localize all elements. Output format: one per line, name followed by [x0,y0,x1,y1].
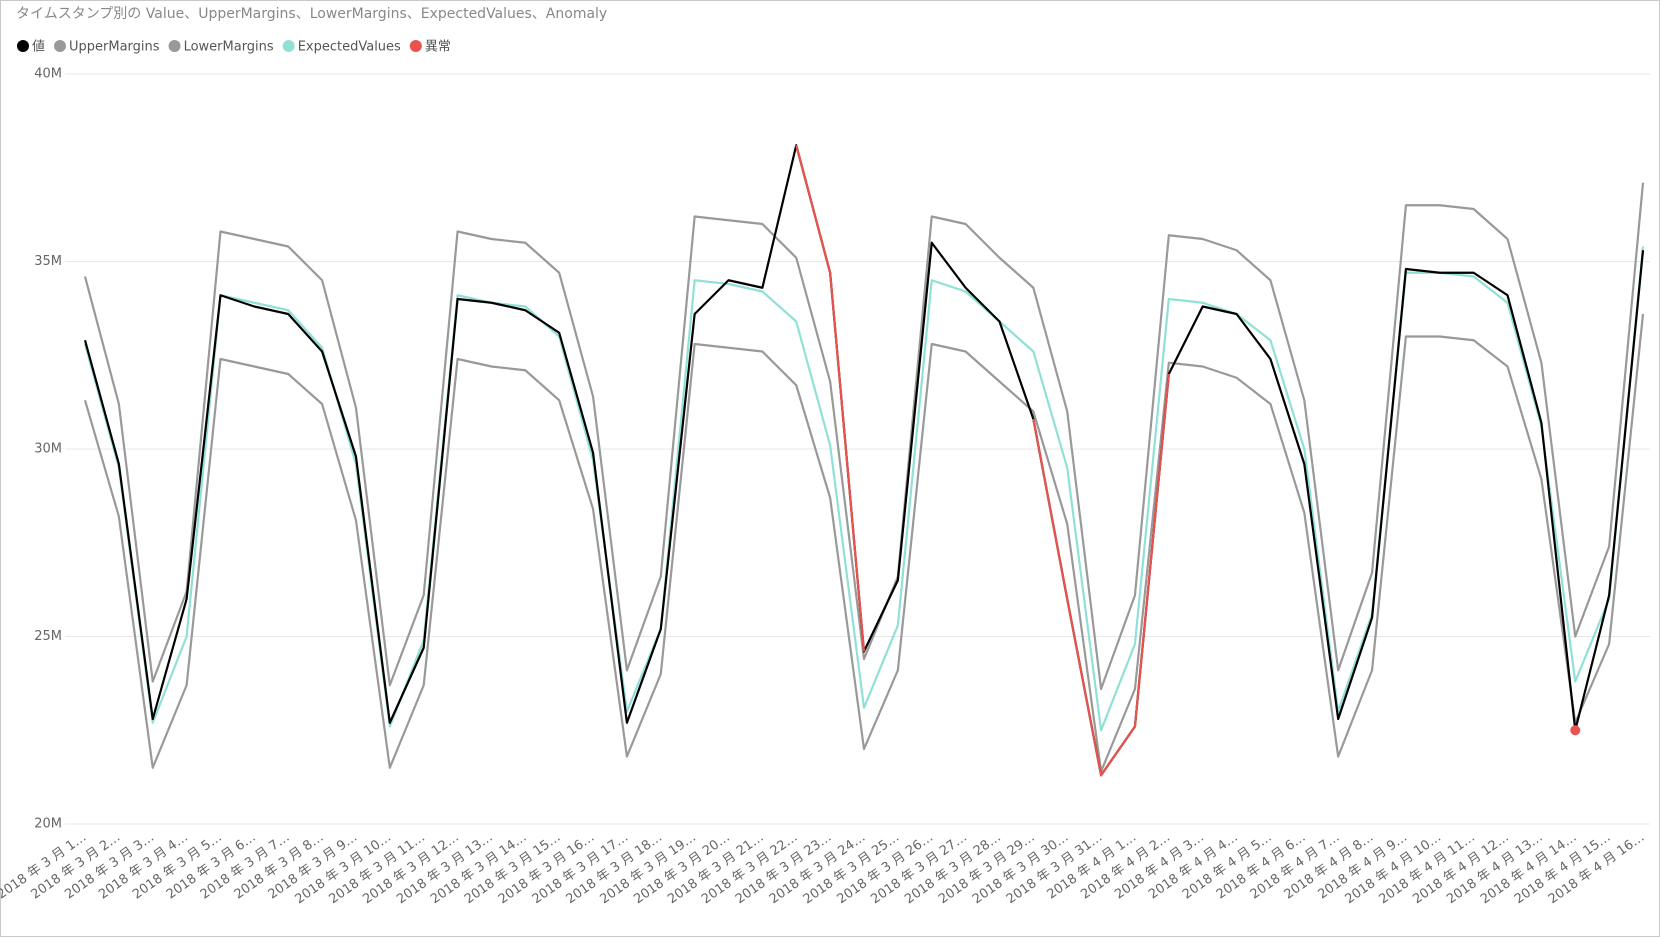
legend-label: 値 [32,39,45,55]
y-tick-label: 35M [34,254,62,269]
series-line [1032,373,1170,777]
legend-marker [54,40,67,52]
series-line [795,144,866,652]
legend-label: UpperMargins [69,40,160,55]
y-tick-label: 25M [34,629,62,644]
legend-label: LowerMargins [184,40,274,55]
chart-title: タイムスタンプ別の Value、UpperMargins、LowerMargin… [16,6,607,22]
line-point [1570,725,1581,736]
series-line [83,182,1645,691]
legend-marker [409,40,422,52]
legend-label: 異常 [425,40,451,55]
legend-marker [17,40,29,52]
legend-marker [168,40,181,52]
legend: 値 UpperMargins LowerMargins ExpectedValues 異… [17,39,451,55]
y-tick-label: 30M [34,442,62,457]
series-line [83,313,1645,773]
y-tick-label: 20M [34,817,62,832]
y-tick-label: 40M [34,67,62,82]
legend-marker [282,40,295,52]
legend-label: ExpectedValues [298,40,401,55]
